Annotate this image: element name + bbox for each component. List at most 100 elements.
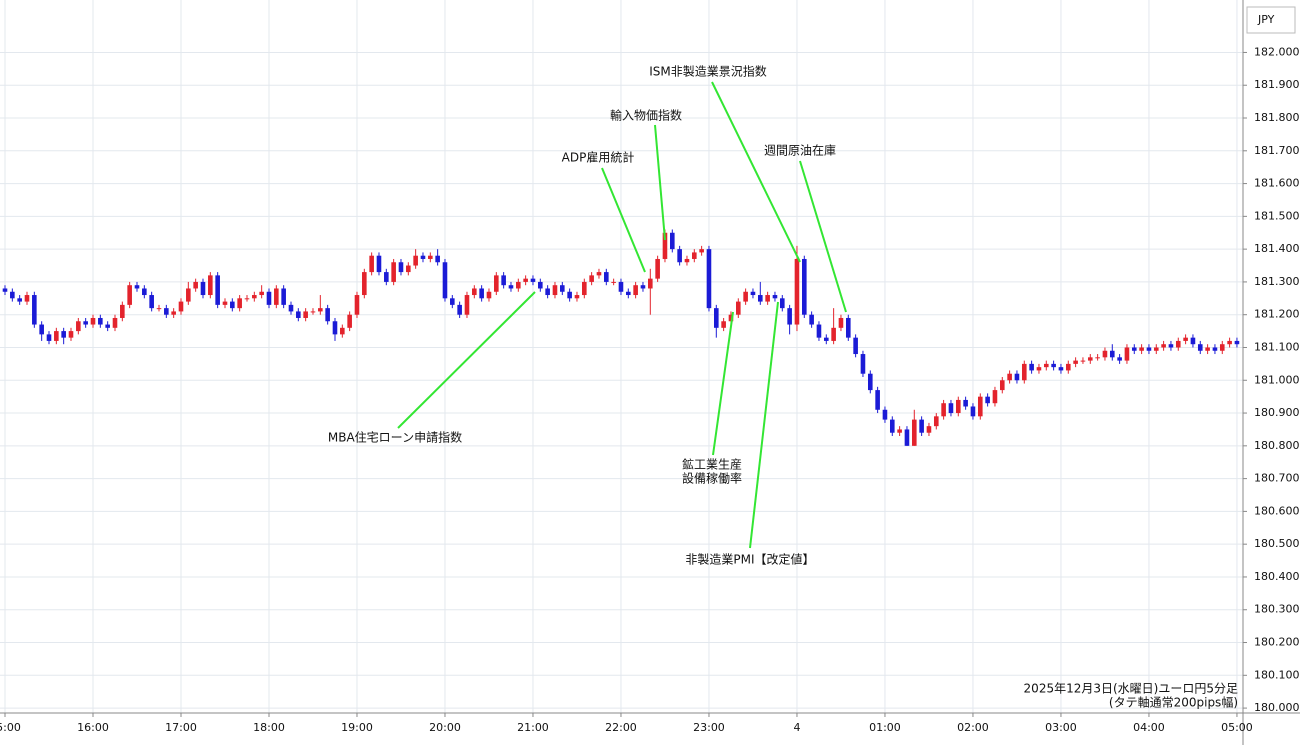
candle-body: [970, 406, 976, 417]
candle-body: [420, 255, 426, 259]
x-tick-label: 02:00: [957, 721, 989, 734]
candle-body: [941, 403, 946, 417]
candle-body: [230, 301, 235, 309]
candle-body: [743, 291, 748, 302]
y-tick-label: 180.900: [1254, 406, 1300, 419]
y-tick-label: 180.100: [1254, 668, 1300, 681]
candle-body: [728, 314, 734, 322]
candle-body: [1029, 363, 1034, 371]
candle-body: [134, 285, 140, 289]
y-tick-label: 181.100: [1254, 340, 1300, 353]
candle-body: [413, 255, 418, 266]
y-tick-label: 180.200: [1254, 636, 1300, 649]
candle-body: [24, 295, 30, 302]
x-tick-label: 15:00: [0, 721, 21, 734]
candle-body: [32, 295, 37, 325]
candle-body: [1183, 337, 1188, 341]
candle-body: [1087, 357, 1093, 361]
candle-body: [853, 337, 858, 355]
candle-body: [897, 429, 902, 433]
candle-body: [977, 396, 983, 417]
candle-body: [156, 308, 162, 310]
candle-body: [985, 396, 990, 404]
x-tick-label: 01:00: [869, 721, 901, 734]
candle-body: [1014, 373, 1020, 381]
x-tick-label: 19:00: [341, 721, 373, 734]
candle-body: [604, 272, 609, 282]
candle-body: [801, 258, 807, 315]
candle-body: [692, 252, 697, 259]
candle-body: [61, 331, 66, 338]
candle-body: [567, 291, 572, 299]
footnote: (タテ軸通常200pips幅): [1109, 695, 1238, 710]
candle-body: [787, 308, 792, 325]
candle-body: [1007, 373, 1012, 381]
candle-body: [310, 311, 316, 313]
candle-body: [186, 288, 191, 302]
candle-body: [259, 291, 264, 296]
annotation-text: 鉱工業生産: [682, 457, 742, 472]
candle-body: [332, 321, 338, 335]
candle-body: [83, 321, 88, 325]
annotation-text: MBA住宅ローン申請指数: [328, 430, 462, 445]
candle-body: [860, 354, 866, 374]
candle-body: [68, 331, 74, 338]
annotation-pointer: [712, 311, 734, 456]
y-tick-label: 180.500: [1254, 537, 1300, 550]
candle-body: [266, 291, 272, 305]
candle-body: [318, 308, 323, 312]
candle-body: [1153, 347, 1159, 351]
candle-body: [178, 301, 184, 312]
y-tick-label: 181.000: [1254, 373, 1300, 386]
candle-body: [648, 278, 653, 289]
candle-body: [501, 275, 506, 286]
candle-body: [948, 403, 954, 414]
candle-body: [1175, 340, 1181, 348]
candle-body: [552, 285, 558, 296]
candle-body: [384, 272, 389, 282]
annotation-pointer: [654, 124, 666, 241]
candle-body: [736, 301, 741, 315]
y-tick-label: 180.300: [1254, 603, 1300, 616]
candle-body: [200, 281, 206, 296]
candle-body: [303, 311, 308, 318]
annotation-pointer: [749, 301, 779, 549]
candle-body: [1036, 367, 1042, 371]
candle-body: [882, 409, 888, 420]
candle-body: [772, 295, 778, 299]
x-tick-label: 05:00: [1221, 721, 1253, 734]
annotation-pointer: [601, 167, 646, 273]
candle-body: [112, 317, 118, 328]
candle-body: [252, 295, 257, 299]
candle-body: [589, 275, 594, 282]
candle-body: [516, 281, 521, 289]
candle-body: [1102, 350, 1108, 358]
candle-body: [838, 317, 844, 328]
candle-body: [325, 308, 330, 322]
y-tick-label: 181.600: [1254, 177, 1300, 190]
y-tick-label: 181.500: [1254, 209, 1300, 222]
candle-body: [933, 416, 939, 427]
candle-body: [208, 275, 213, 296]
candle-body: [39, 324, 44, 335]
candle-body: [706, 249, 712, 309]
candle-body: [992, 390, 998, 404]
annotation-text: 週間原油在庫: [764, 144, 836, 158]
footnote: 2025年12月3日(水曜日)ユーロ円5分足: [1024, 682, 1238, 696]
candle-body: [237, 298, 242, 309]
candle-body: [347, 314, 352, 328]
candle-body: [963, 399, 968, 407]
y-tick-label: 180.600: [1254, 504, 1300, 517]
candle-body: [926, 426, 932, 433]
candle-body: [120, 304, 125, 318]
candle-body: [376, 255, 382, 273]
candle-body: [779, 298, 785, 309]
candle-body: [626, 291, 631, 296]
candle-body: [10, 291, 15, 299]
candle-body: [662, 232, 668, 259]
candle-body: [274, 288, 279, 305]
annotation-text: 輸入物価指数: [610, 108, 682, 123]
